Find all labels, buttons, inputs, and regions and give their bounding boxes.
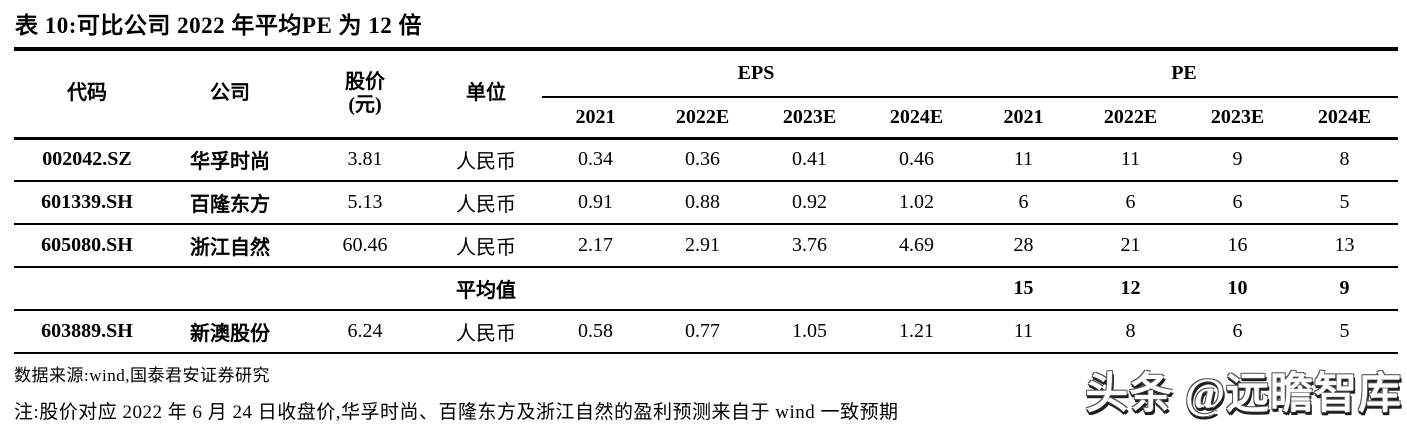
header-pe-2021: 2021 — [970, 97, 1077, 140]
cell-code-empty — [14, 267, 160, 311]
table-row-huafu: 002042.SZ 华孚时尚 3.81 人民币 0.34 0.36 0.41 0… — [14, 138, 1398, 182]
cell-pe-2024e: 8 — [1291, 138, 1398, 182]
cell-company-empty — [160, 267, 300, 311]
header-eps-group: EPS — [542, 51, 970, 98]
header-eps-2021: 2021 — [542, 97, 649, 140]
header-pe-2022e: 2022E — [1077, 97, 1184, 140]
cell-pe-2024e: 5 — [1291, 310, 1398, 354]
table-row-average: 平均值 15 12 10 9 — [14, 267, 1398, 311]
table-row-zhejiang: 605080.SH 浙江自然 60.46 人民币 2.17 2.91 3.76 … — [14, 224, 1398, 268]
cell-eps-2023e: 3.76 — [756, 224, 863, 268]
cell-pe-2024e: 13 — [1291, 224, 1398, 268]
cell-code: 603889.SH — [14, 310, 160, 354]
cell-pe-2023e: 16 — [1184, 224, 1291, 268]
cell-unit: 人民币 — [430, 224, 542, 268]
cell-eps-2022e: 0.36 — [649, 138, 756, 182]
cell-pe-2022e: 6 — [1077, 181, 1184, 225]
data-source-line: 数据来源:wind,国泰君安证券研究 — [14, 366, 270, 385]
cell-eps-2021 — [542, 267, 649, 311]
header-price-line2: (元) — [348, 93, 382, 116]
cell-price: 60.46 — [300, 224, 430, 268]
comparable-companies-table: 代码 公司 股价 (元) 单位 EPS PE 2021 2022E 2023E … — [14, 51, 1398, 354]
cell-eps-2023e — [756, 267, 863, 311]
cell-eps-2021: 2.17 — [542, 224, 649, 268]
cell-code: 605080.SH — [14, 224, 160, 268]
cell-eps-2023e: 0.41 — [756, 138, 863, 182]
cell-pe-2022e: 21 — [1077, 224, 1184, 268]
header-year-row: 2021 2022E 2023E 2024E 2021 2022E 2023E … — [14, 97, 1398, 140]
cell-eps-2024e: 1.21 — [863, 310, 970, 354]
header-eps-2024e: 2024E — [863, 97, 970, 140]
cell-eps-2021: 0.34 — [542, 138, 649, 182]
header-eps-2023e: 2023E — [756, 97, 863, 140]
cell-average-label: 平均值 — [430, 267, 542, 311]
cell-pe-2021: 11 — [970, 138, 1077, 182]
footnote-line: 注:股价对应 2022 年 6 月 24 日收盘价,华孚时尚、百隆东方及浙江自然… — [14, 402, 899, 423]
header-group-row: 代码 公司 股价 (元) 单位 EPS PE — [14, 51, 1398, 140]
cell-unit: 人民币 — [430, 310, 542, 354]
cell-price-empty — [300, 267, 430, 311]
cell-pe-2023e: 6 — [1184, 181, 1291, 225]
header-unit: 单位 — [430, 51, 542, 140]
cell-eps-2022e — [649, 267, 756, 311]
table-header: 代码 公司 股价 (元) 单位 EPS PE 2021 2022E 2023E … — [14, 51, 1398, 140]
cell-eps-2022e: 2.91 — [649, 224, 756, 268]
header-code: 代码 — [14, 51, 160, 140]
header-company: 公司 — [160, 51, 300, 140]
cell-pe-2023e: 9 — [1184, 138, 1291, 182]
table-title: 表 10:可比公司 2022 年平均PE 为 12 倍 — [14, 3, 1398, 51]
watermark-toutiao-yuanzhan: 头条 @远瞻智库 — [1085, 371, 1402, 418]
cell-price: 6.24 — [300, 310, 430, 354]
table-row-xinao: 603889.SH 新澳股份 6.24 人民币 0.58 0.77 1.05 1… — [14, 310, 1398, 354]
cell-eps-2024e — [863, 267, 970, 311]
header-pe-2024e: 2024E — [1291, 97, 1398, 140]
cell-pe-2021: 6 — [970, 181, 1077, 225]
table-body: 002042.SZ 华孚时尚 3.81 人民币 0.34 0.36 0.41 0… — [14, 138, 1398, 354]
cell-company: 浙江自然 — [160, 224, 300, 268]
cell-eps-2024e: 1.02 — [863, 181, 970, 225]
cell-eps-2023e: 1.05 — [756, 310, 863, 354]
cell-eps-2023e: 0.92 — [756, 181, 863, 225]
header-price: 股价 (元) — [300, 51, 430, 140]
cell-eps-2021: 0.58 — [542, 310, 649, 354]
header-eps-2022e: 2022E — [649, 97, 756, 140]
cell-code: 601339.SH — [14, 181, 160, 225]
cell-pe-2021: 15 — [970, 267, 1077, 311]
cell-pe-2022e: 8 — [1077, 310, 1184, 354]
header-price-line1: 股价 — [345, 70, 385, 93]
cell-unit: 人民币 — [430, 138, 542, 182]
cell-pe-2023e: 6 — [1184, 310, 1291, 354]
cell-eps-2024e: 4.69 — [863, 224, 970, 268]
cell-price: 5.13 — [300, 181, 430, 225]
cell-eps-2022e: 0.77 — [649, 310, 756, 354]
cell-company: 百隆东方 — [160, 181, 300, 225]
cell-code: 002042.SZ — [14, 138, 160, 182]
cell-eps-2024e: 0.46 — [863, 138, 970, 182]
header-pe-2023e: 2023E — [1184, 97, 1291, 140]
cell-pe-2022e: 12 — [1077, 267, 1184, 311]
header-pe-group: PE — [970, 51, 1398, 98]
cell-unit: 人民币 — [430, 181, 542, 225]
cell-pe-2021: 11 — [970, 310, 1077, 354]
cell-eps-2021: 0.91 — [542, 181, 649, 225]
cell-pe-2021: 28 — [970, 224, 1077, 268]
table-row-bailong: 601339.SH 百隆东方 5.13 人民币 0.91 0.88 0.92 1… — [14, 181, 1398, 225]
cell-company: 华孚时尚 — [160, 138, 300, 182]
cell-pe-2024e: 5 — [1291, 181, 1398, 225]
cell-eps-2022e: 0.88 — [649, 181, 756, 225]
cell-company: 新澳股份 — [160, 310, 300, 354]
cell-pe-2022e: 11 — [1077, 138, 1184, 182]
cell-pe-2024e: 9 — [1291, 267, 1398, 311]
cell-price: 3.81 — [300, 138, 430, 182]
cell-pe-2023e: 10 — [1184, 267, 1291, 311]
